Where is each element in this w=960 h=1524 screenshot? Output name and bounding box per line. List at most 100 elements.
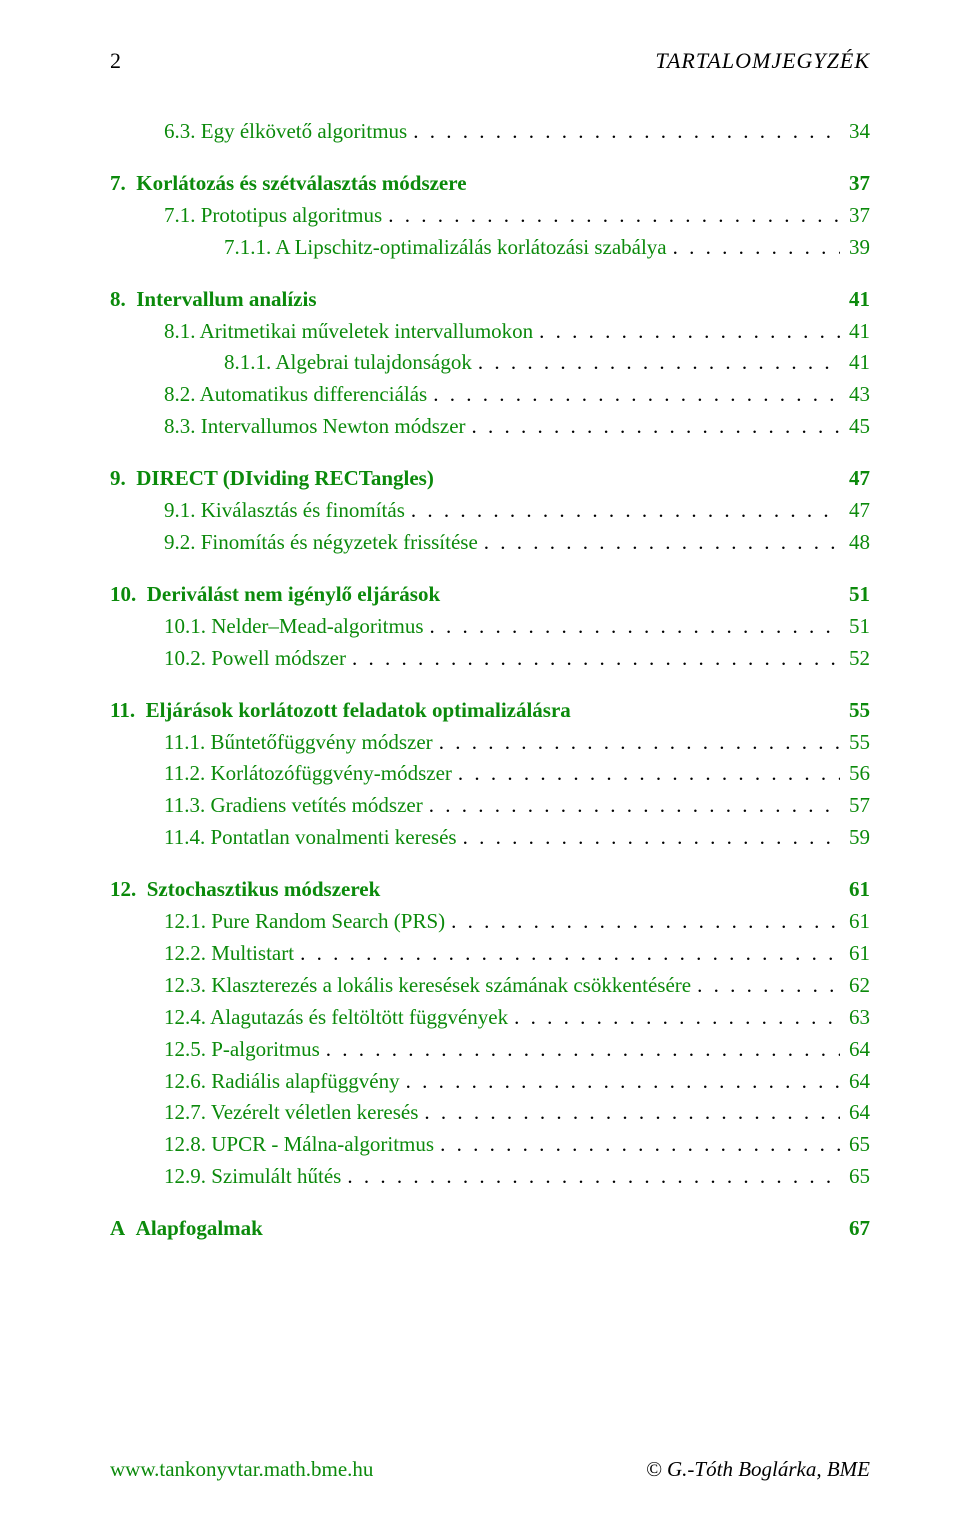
toc-entry[interactable]: 8.1.1. Algebrai tulajdonságok . . . . . … [110,347,870,379]
toc-label: 8.3. Intervallumos Newton módszer [164,411,466,443]
toc-entry[interactable]: A Alapfogalmak67 [110,1213,870,1245]
toc-group: 7. Korlátozás és szétválasztás módszere 3… [110,168,870,264]
toc-page-number: 64 [840,1066,870,1098]
toc-label: 11.4. Pontatlan vonalmenti keresés [164,822,457,854]
toc-label: 11. Eljárások korlátozott feladatok opti… [110,695,571,727]
toc-leader-dots: . . . . . . . . . . . . . . . . . . . . … [478,527,840,559]
toc-label: 11.3. Gradiens vetítés módszer [164,790,423,822]
toc-entry[interactable]: 7.1. Prototipus algoritmus . . . . . . .… [110,200,870,232]
toc-entry[interactable]: 12.8. UPCR - Málna-algoritmus . . . . . … [110,1129,870,1161]
toc-page-number: 64 [840,1097,870,1129]
running-header: 2 TARTALOMJEGYZÉK [110,48,870,74]
toc-label: 12. Sztochasztikus módszerek [110,874,380,906]
toc-label: 12.8. UPCR - Málna-algoritmus [164,1129,434,1161]
toc-page-number: 59 [840,822,870,854]
toc-label: 8. Intervallum analízis [110,284,317,316]
toc-label: 12.2. Multistart [164,938,294,970]
toc-page-number: 52 [840,643,870,675]
toc-page-number: 65 [840,1161,870,1193]
toc-page-number: 43 [840,379,870,411]
toc-group: 6.3. Egy élkövető algoritmus . . . . . .… [110,116,870,148]
toc-entry[interactable]: 12. Sztochasztikus módszerek 61 [110,874,870,906]
toc-entry[interactable]: 10.2. Powell módszer . . . . . . . . . .… [110,643,870,675]
toc-entry[interactable]: 6.3. Egy élkövető algoritmus . . . . . .… [110,116,870,148]
toc-label: 12.7. Vezérelt véletlen keresés [164,1097,418,1129]
toc-leader-dots: . . . . . . . . . . . . . . . . . . . . … [400,1066,840,1098]
toc-page-number: 61 [840,874,870,906]
toc-entry[interactable]: 7. Korlátozás és szétválasztás módszere3… [110,168,870,200]
toc-page-number: 61 [840,938,870,970]
toc-page-number: 55 [840,727,870,759]
toc-entry[interactable]: 11. Eljárások korlátozott feladatok opti… [110,695,870,727]
toc-leader-dots: . . . . . . . . . . . . . . . . . . . . … [424,611,840,643]
toc-entry[interactable]: 12.5. P-algoritmus . . . . . . . . . . .… [110,1034,870,1066]
toc-entry[interactable]: 9.1. Kiválasztás és finomítás . . . . . … [110,495,870,527]
toc-label: 7.1.1. A Lipschitz-optimalizálás korláto… [224,232,667,264]
toc-page-number: 41 [840,347,870,379]
toc-page-number: 45 [840,411,870,443]
toc-group: 11. Eljárások korlátozott feladatok opti… [110,695,870,855]
toc-page-number: 47 [840,463,870,495]
toc-leader-dots: . . . . . . . . . . . . . . . . . . . . … [407,116,840,148]
running-title: TARTALOMJEGYZÉK [655,48,870,74]
toc-leader-dots: . . . . . . . . . . . . . . . . . . . . … [472,347,840,379]
toc-entry[interactable]: 10.1. Nelder–Mead-algoritmus . . . . . .… [110,611,870,643]
toc-leader-dots: . . . . . . . . . . . . . . . . . . . . … [341,1161,840,1193]
page-number: 2 [110,48,121,74]
toc-label: 10. Deriválást nem igénylő eljárások [110,579,440,611]
toc-label: 12.1. Pure Random Search (PRS) [164,906,445,938]
toc-entry[interactable]: 8.3. Intervallumos Newton módszer . . . … [110,411,870,443]
toc-page-number: 56 [840,758,870,790]
toc-entry[interactable]: 12.2. Multistart . . . . . . . . . . . .… [110,938,870,970]
toc-entry[interactable]: 9.2. Finomítás és négyzetek frissítése .… [110,527,870,559]
toc-leader-dots: . . . . . . . . . . . . . . . . . . . . … [533,316,840,348]
toc-entry[interactable]: 9. DIRECT (DIviding RECTangles) 47 [110,463,870,495]
toc-entry[interactable]: 11.3. Gradiens vetítés módszer . . . . .… [110,790,870,822]
toc-leader-dots: . . . . . . . . . . . . . . . . . . . . … [434,1129,840,1161]
toc-entry[interactable]: 11.4. Pontatlan vonalmenti keresés . . .… [110,822,870,854]
toc-page-number: 65 [840,1129,870,1161]
toc-label: 10.1. Nelder–Mead-algoritmus [164,611,424,643]
toc-leader-dots: . . . . . . . . . . . . . . . . . . . . … [445,906,840,938]
toc-label: 11.1. Bűntetőfüggvény módszer [164,727,433,759]
toc-label: 6.3. Egy élkövető algoritmus [164,116,407,148]
toc-entry[interactable]: 11.1. Bűntetőfüggvény módszer . . . . . … [110,727,870,759]
toc-entry[interactable]: 12.4. Alagutazás és feltöltött függvénye… [110,1002,870,1034]
toc-entry[interactable]: 12.6. Radiális alapfüggvény . . . . . . … [110,1066,870,1098]
toc-entry[interactable]: 8.2. Automatikus differenciálás . . . . … [110,379,870,411]
toc-entry[interactable]: 12.3. Klaszterezés a lokális keresések s… [110,970,870,1002]
toc-page-number: 63 [840,1002,870,1034]
toc-entry[interactable]: 12.1. Pure Random Search (PRS) . . . . .… [110,906,870,938]
toc-entry[interactable]: 11.2. Korlátozófüggvény-módszer . . . . … [110,758,870,790]
toc-leader-dots: . . . . . . . . . . . . . . . . . . . . … [423,790,840,822]
toc-label: 9. DIRECT (DIviding RECTangles) [110,463,434,495]
toc-leader-dots: . . . . . . . . . . . . . . . . . . . . … [433,727,840,759]
toc-entry[interactable]: 7.1.1. A Lipschitz-optimalizálás korláto… [110,232,870,264]
toc-label: 12.5. P-algoritmus [164,1034,320,1066]
toc-entry[interactable]: 12.9. Szimulált hűtés . . . . . . . . . … [110,1161,870,1193]
toc-leader-dots: . . . . . . . . . . . . . . . . . . . . … [346,643,840,675]
toc-label: 9.2. Finomítás és négyzetek frissítése [164,527,478,559]
toc-page-number: 51 [840,611,870,643]
toc-group: 12. Sztochasztikus módszerek6112.1. Pure… [110,874,870,1193]
table-of-contents: 6.3. Egy élkövető algoritmus . . . . . .… [110,116,870,1245]
toc-page-number: 67 [840,1213,870,1245]
toc-entry[interactable]: 8. Intervallum analízis41 [110,284,870,316]
toc-page-number: 57 [840,790,870,822]
toc-label: 8.2. Automatikus differenciálás [164,379,427,411]
toc-label: 9.1. Kiválasztás és finomítás [164,495,405,527]
toc-page-number: 34 [840,116,870,148]
toc-entry[interactable]: 12.7. Vezérelt véletlen keresés . . . . … [110,1097,870,1129]
toc-label: 12.4. Alagutazás és feltöltött függvénye… [164,1002,508,1034]
toc-page-number: 61 [840,906,870,938]
toc-page-number: 39 [840,232,870,264]
toc-page-number: 37 [840,200,870,232]
footer-url[interactable]: www.tankonyvtar.math.bme.hu [110,1457,373,1482]
toc-entry[interactable]: 10. Deriválást nem igénylő eljárások51 [110,579,870,611]
toc-leader-dots: . . . . . . . . . . . . . . . . . . . . … [452,758,840,790]
toc-label: 8.1.1. Algebrai tulajdonságok [224,347,472,379]
toc-label: 7. Korlátozás és szétválasztás módszere [110,168,467,200]
toc-page-number: 62 [840,970,870,1002]
toc-entry[interactable]: 8.1. Aritmetikai műveletek intervallumok… [110,316,870,348]
toc-leader-dots: . . . . . . . . . . . . . . . . . . . . … [320,1034,840,1066]
